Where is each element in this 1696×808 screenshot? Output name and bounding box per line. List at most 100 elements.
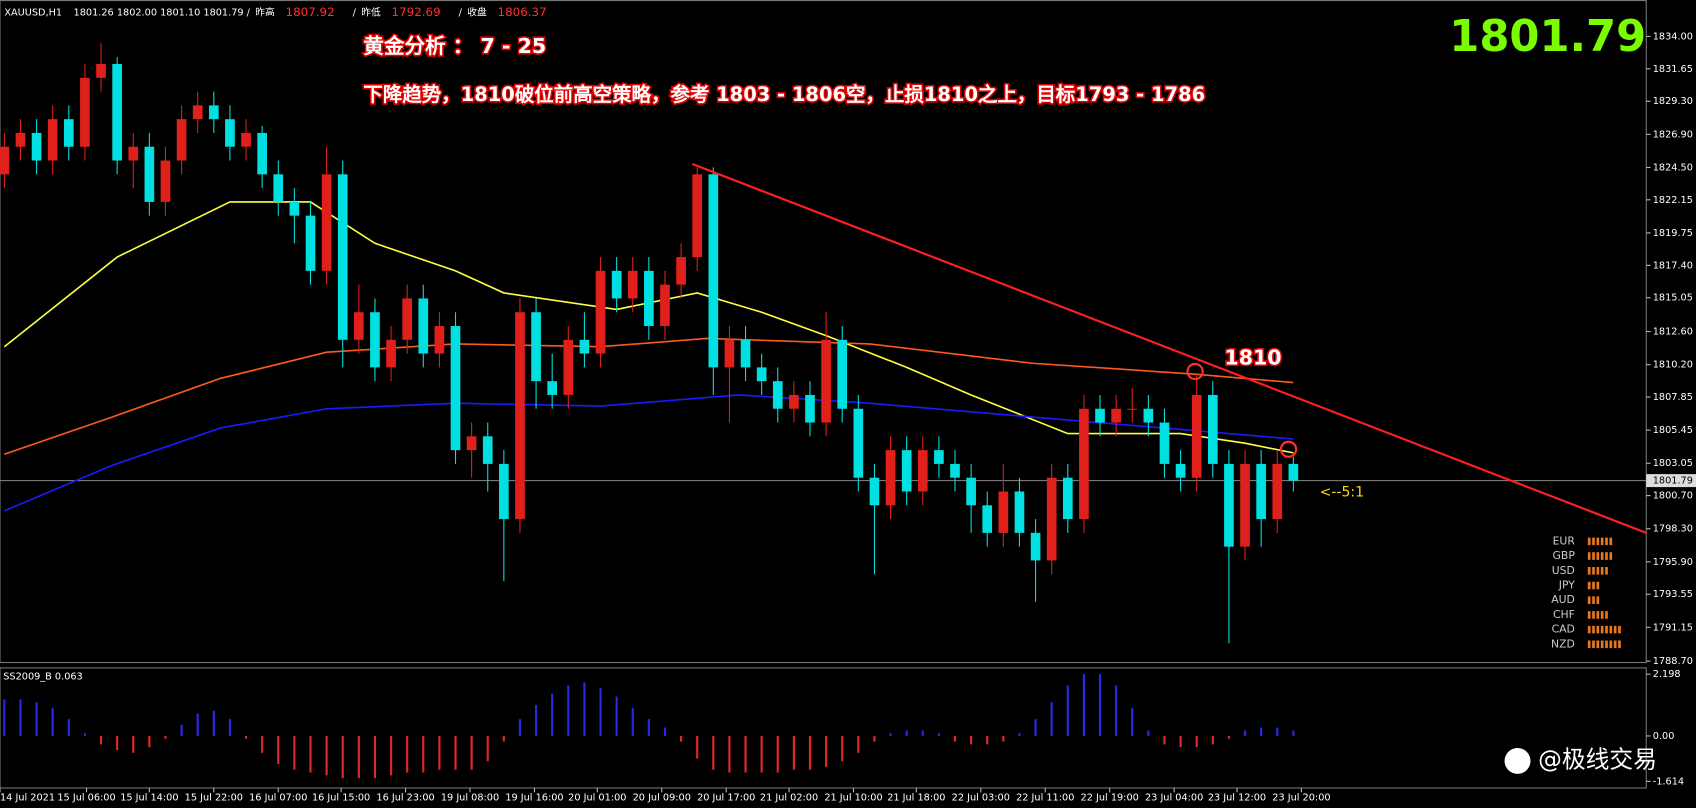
- candle-body: [563, 339, 574, 395]
- x-tick-label: 23 Jul 04:00: [1145, 793, 1203, 804]
- candle-body: [289, 201, 300, 216]
- currency-label: NZD: [1551, 637, 1575, 650]
- stat-value: 1806.37: [498, 5, 547, 19]
- candle-body: [208, 105, 219, 120]
- watermark: @极线交易: [1538, 745, 1657, 773]
- candle-body: [595, 270, 606, 354]
- candle-body: [515, 312, 525, 520]
- candle-body: [1014, 491, 1025, 533]
- candle-body: [80, 77, 90, 147]
- ohlc-text: 1801.26 1802.00 1801.10 1801.79: [74, 7, 244, 18]
- indicator-tick-label: 0.00: [1653, 731, 1675, 742]
- y-tick-label: 1826.90: [1653, 129, 1693, 140]
- candle-body: [740, 339, 751, 368]
- candle-body: [1046, 477, 1057, 561]
- candle-body: [386, 339, 396, 368]
- candle-body: [853, 408, 864, 478]
- candle-body: [644, 270, 654, 327]
- candle-body: [418, 298, 429, 354]
- candle-body: [450, 326, 461, 451]
- level-label: 1810: [1224, 346, 1281, 370]
- candle-body: [1079, 408, 1089, 520]
- candle-body: [772, 381, 783, 409]
- stat-sep: /: [353, 7, 357, 18]
- candle-body: [950, 463, 960, 478]
- y-tick-label: 1819.75: [1653, 228, 1693, 239]
- stat-sep: /: [459, 7, 463, 18]
- candle-body: [531, 312, 541, 382]
- candle-body: [869, 477, 880, 506]
- candle-body: [128, 146, 139, 161]
- candle-body: [402, 298, 413, 340]
- candle-body: [627, 270, 638, 299]
- x-tick-label: 21 Jul 10:00: [824, 793, 882, 804]
- candle-body: [337, 174, 348, 340]
- y-tick-label: 1817.40: [1653, 260, 1693, 271]
- candle-body: [176, 119, 187, 161]
- currency-label: GBP: [1553, 549, 1576, 562]
- x-tick-label: 15 Jul 22:00: [185, 793, 243, 804]
- stat-value: 1807.92: [286, 5, 335, 19]
- candle-body: [499, 463, 509, 520]
- logo: [1504, 747, 1531, 774]
- candle-body: [934, 450, 944, 464]
- candle-body: [789, 394, 799, 409]
- candle-body: [708, 174, 719, 368]
- y-tick-label: 1803.05: [1653, 458, 1693, 469]
- last-price-box: [1646, 474, 1696, 488]
- candle-body: [1159, 422, 1170, 464]
- candle-body: [547, 381, 558, 395]
- candle-body: [305, 215, 316, 271]
- x-tick-label: 16 Jul 15:00: [312, 793, 370, 804]
- candle-body: [917, 450, 928, 492]
- candle-body: [611, 270, 622, 299]
- candle-body: [1240, 463, 1250, 547]
- moving-average: [3, 201, 1294, 454]
- candle-body: [676, 257, 686, 285]
- candle-body: [821, 339, 831, 423]
- x-tick-label: 22 Jul 19:00: [1081, 793, 1139, 804]
- stat-sep: /: [247, 7, 251, 18]
- x-tick-label: 22 Jul 03:00: [952, 793, 1010, 804]
- x-tick-label: 22 Jul 11:00: [1016, 793, 1074, 804]
- candle-body: [353, 312, 364, 340]
- candle-body: [1191, 394, 1202, 478]
- annotation: 下降趋势，1810破位前高空策略，参考 1803 - 1806空，止损1810之…: [363, 83, 1205, 106]
- candle-body: [1143, 408, 1154, 423]
- level-circle: [1186, 362, 1204, 381]
- candle-body: [1127, 408, 1138, 410]
- candle-body: [0, 146, 10, 175]
- y-tick-label: 1791.15: [1653, 622, 1693, 633]
- x-tick-label: 19 Jul 08:00: [441, 793, 499, 804]
- candle-body: [47, 119, 58, 161]
- candle-body: [724, 339, 735, 368]
- candle-body: [225, 119, 235, 147]
- candle-body: [998, 491, 1009, 533]
- candle-body: [15, 132, 26, 147]
- candle-body: [370, 312, 380, 368]
- y-tick-label: 1812.60: [1653, 327, 1693, 338]
- y-tick-label: 1788.70: [1653, 656, 1693, 667]
- y-tick-label: 1798.30: [1653, 524, 1693, 535]
- candle-body: [257, 132, 267, 175]
- candle-body: [466, 436, 477, 451]
- currency-label: USD: [1552, 564, 1575, 577]
- candle-body: [112, 63, 122, 161]
- candle-body: [1030, 532, 1041, 561]
- x-tick-label: 21 Jul 18:00: [887, 793, 945, 804]
- candle-body: [241, 132, 251, 147]
- x-tick-label: 14 Jul 2021: [0, 793, 55, 804]
- currency-label: CAD: [1552, 623, 1575, 636]
- candle-body: [901, 450, 912, 492]
- last-price-label: 1801.79: [1653, 476, 1693, 487]
- candle-body: [1256, 463, 1266, 520]
- candle-body: [982, 505, 993, 533]
- stat-value: 1792.69: [392, 5, 441, 19]
- y-tick-label: 1815.05: [1653, 293, 1693, 304]
- annotation: 黄金分析 ： 7 - 25: [363, 34, 546, 58]
- indicator-panel: [0, 667, 1647, 789]
- ratio-label: <--5:1: [1320, 485, 1365, 501]
- y-tick-label: 1834.00: [1653, 31, 1693, 42]
- candle-body: [1288, 463, 1299, 481]
